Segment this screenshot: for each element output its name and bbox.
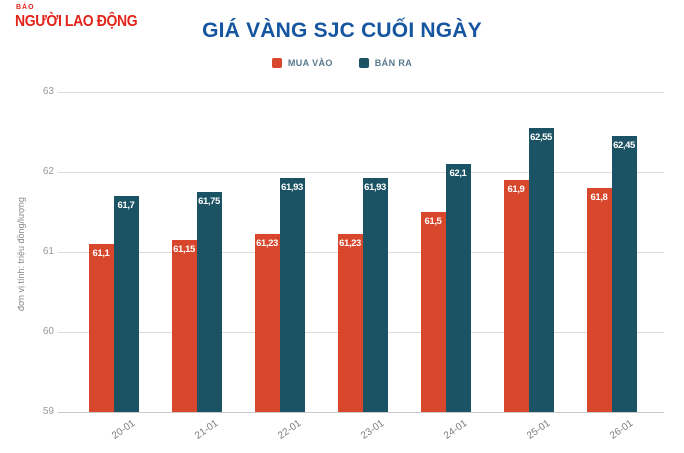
legend-label: BÁN RA: [374, 58, 413, 68]
bar-value-label: 61,8: [590, 192, 608, 203]
bar-ban-ra: 62,1: [445, 164, 471, 412]
x-axis-tick-label: 23-01: [358, 418, 386, 442]
bar-ban-ra: 61,75: [196, 192, 222, 412]
chart-legend: MUA VÀO BÁN RA: [0, 58, 684, 68]
bar-mua-vao: 61,1: [88, 244, 114, 412]
y-axis-tick-label: 62: [42, 166, 54, 177]
bar-value-label: 61,23: [339, 238, 361, 249]
bar-value-label: 61,15: [173, 244, 195, 255]
bar-value-label: 61,75: [198, 196, 220, 207]
legend-label: MUA VÀO: [287, 58, 333, 68]
bar-ban-ra: 62,55: [528, 128, 554, 412]
legend-swatch-icon: [271, 58, 282, 68]
gridline: [58, 92, 664, 93]
y-axis-tick-label: 60: [42, 326, 54, 337]
legend-item-mua-vao: MUA VÀO: [271, 58, 333, 68]
bar-value-label: 61,93: [281, 182, 303, 193]
bar-value-label: 61,93: [364, 182, 386, 193]
x-axis-tick-label: 20-01: [109, 418, 137, 442]
x-axis-tick-label: 21-01: [192, 418, 220, 442]
x-axis-tick-label: 24-01: [441, 418, 469, 442]
y-axis-tick-label: 61: [42, 246, 54, 257]
bar-ban-ra: 61,93: [362, 178, 388, 412]
bar-mua-vao: 61,15: [171, 240, 197, 412]
bar-mua-vao: 61,8: [586, 188, 612, 412]
chart-title: GIÁ VÀNG SJC CUỐI NGÀY: [202, 19, 482, 42]
bar-value-label: 62,55: [530, 132, 552, 143]
bar-value-label: 62,45: [613, 140, 635, 151]
bar-value-label: 61,23: [256, 238, 278, 249]
bar-value-label: 62,1: [449, 168, 467, 179]
logo-nguoi-lao-dong-text: NGƯỜI LAO ĐỘNG: [15, 10, 138, 30]
y-axis-tick-label: 59: [42, 406, 54, 417]
bar-ban-ra: 62,45: [611, 136, 637, 412]
x-axis-tick-label: 22-01: [275, 418, 303, 442]
gridline: [58, 172, 664, 173]
x-axis-line: [58, 412, 664, 413]
bar-value-label: 61,7: [117, 200, 135, 211]
newspaper-logo: BÁO NGƯỜI LAO ĐỘNG: [15, 4, 138, 30]
bar-mua-vao: 61,23: [337, 234, 363, 412]
bar-value-label: 61,9: [507, 184, 525, 195]
y-axis-tick-label: 63: [42, 86, 54, 97]
x-axis-tick-label: 25-01: [524, 418, 552, 442]
bar-ban-ra: 61,7: [113, 196, 139, 412]
x-axis-tick-label: 26-01: [607, 418, 635, 442]
bar-ban-ra: 61,93: [279, 178, 305, 412]
bar-mua-vao: 61,5: [420, 212, 446, 412]
legend-item-ban-ra: BÁN RA: [358, 58, 413, 68]
legend-swatch-icon: [358, 58, 369, 68]
bar-value-label: 61,1: [92, 248, 110, 259]
logo-bao-text: BÁO: [16, 4, 35, 11]
bar-value-label: 61,5: [424, 216, 442, 227]
bar-mua-vao: 61,9: [503, 180, 529, 412]
bar-mua-vao: 61,23: [254, 234, 280, 412]
